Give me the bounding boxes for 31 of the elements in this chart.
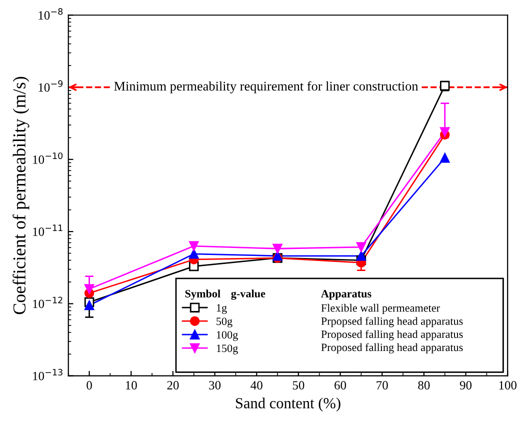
legend-label: 100g	[216, 331, 238, 341]
x-tick-label: 90	[460, 381, 472, 390]
annotation: Flexible wall permeameter	[321, 304, 440, 314]
x-tick-label: 30	[209, 381, 221, 390]
legend-label: 1g	[216, 304, 227, 314]
x-tick-label: 10	[126, 381, 137, 390]
y-tick-label: 10$^{−9}$	[38, 80, 63, 92]
legend-label: 150g	[216, 344, 238, 354]
x-tick-label: 20	[167, 381, 179, 390]
x-axis-title: Sand content (%)	[236, 398, 340, 412]
x-tick-label: 70	[376, 381, 388, 390]
annotation: Prpopsed falling head apparatus	[321, 316, 463, 328]
y-tick-label: 10$^{−11}$	[33, 224, 62, 236]
y-tick-label: 10$^{−10}$	[33, 152, 63, 164]
y-tick-label: 10$^{−12}$	[33, 296, 62, 308]
annotation: Proposed falling head apparatus	[321, 343, 463, 354]
y-tick-label: 10$^{−8}$	[38, 8, 63, 20]
annotation: Proposed falling head apparatus	[321, 330, 463, 340]
ref-line-label: Minimum permeability requirement for liner construction	[114, 81, 418, 94]
x-tick-label: 40	[250, 381, 262, 390]
annotation: Symbol	[185, 290, 220, 300]
legend-label: 50g	[216, 318, 232, 328]
x-tick-label: 100	[499, 381, 516, 390]
x-tick-label: 50	[292, 381, 304, 390]
y-axis-title: Coefficient of permeability (m/s)	[12, 76, 30, 314]
annotation: g-value	[231, 290, 266, 300]
annotation: Apparatus	[321, 290, 372, 300]
x-tick-label: 80	[418, 381, 430, 390]
x-tick-label: 60	[334, 381, 346, 390]
x-tick-label: 0	[86, 381, 92, 390]
y-tick-label: 10$^{−13}$	[33, 368, 62, 380]
